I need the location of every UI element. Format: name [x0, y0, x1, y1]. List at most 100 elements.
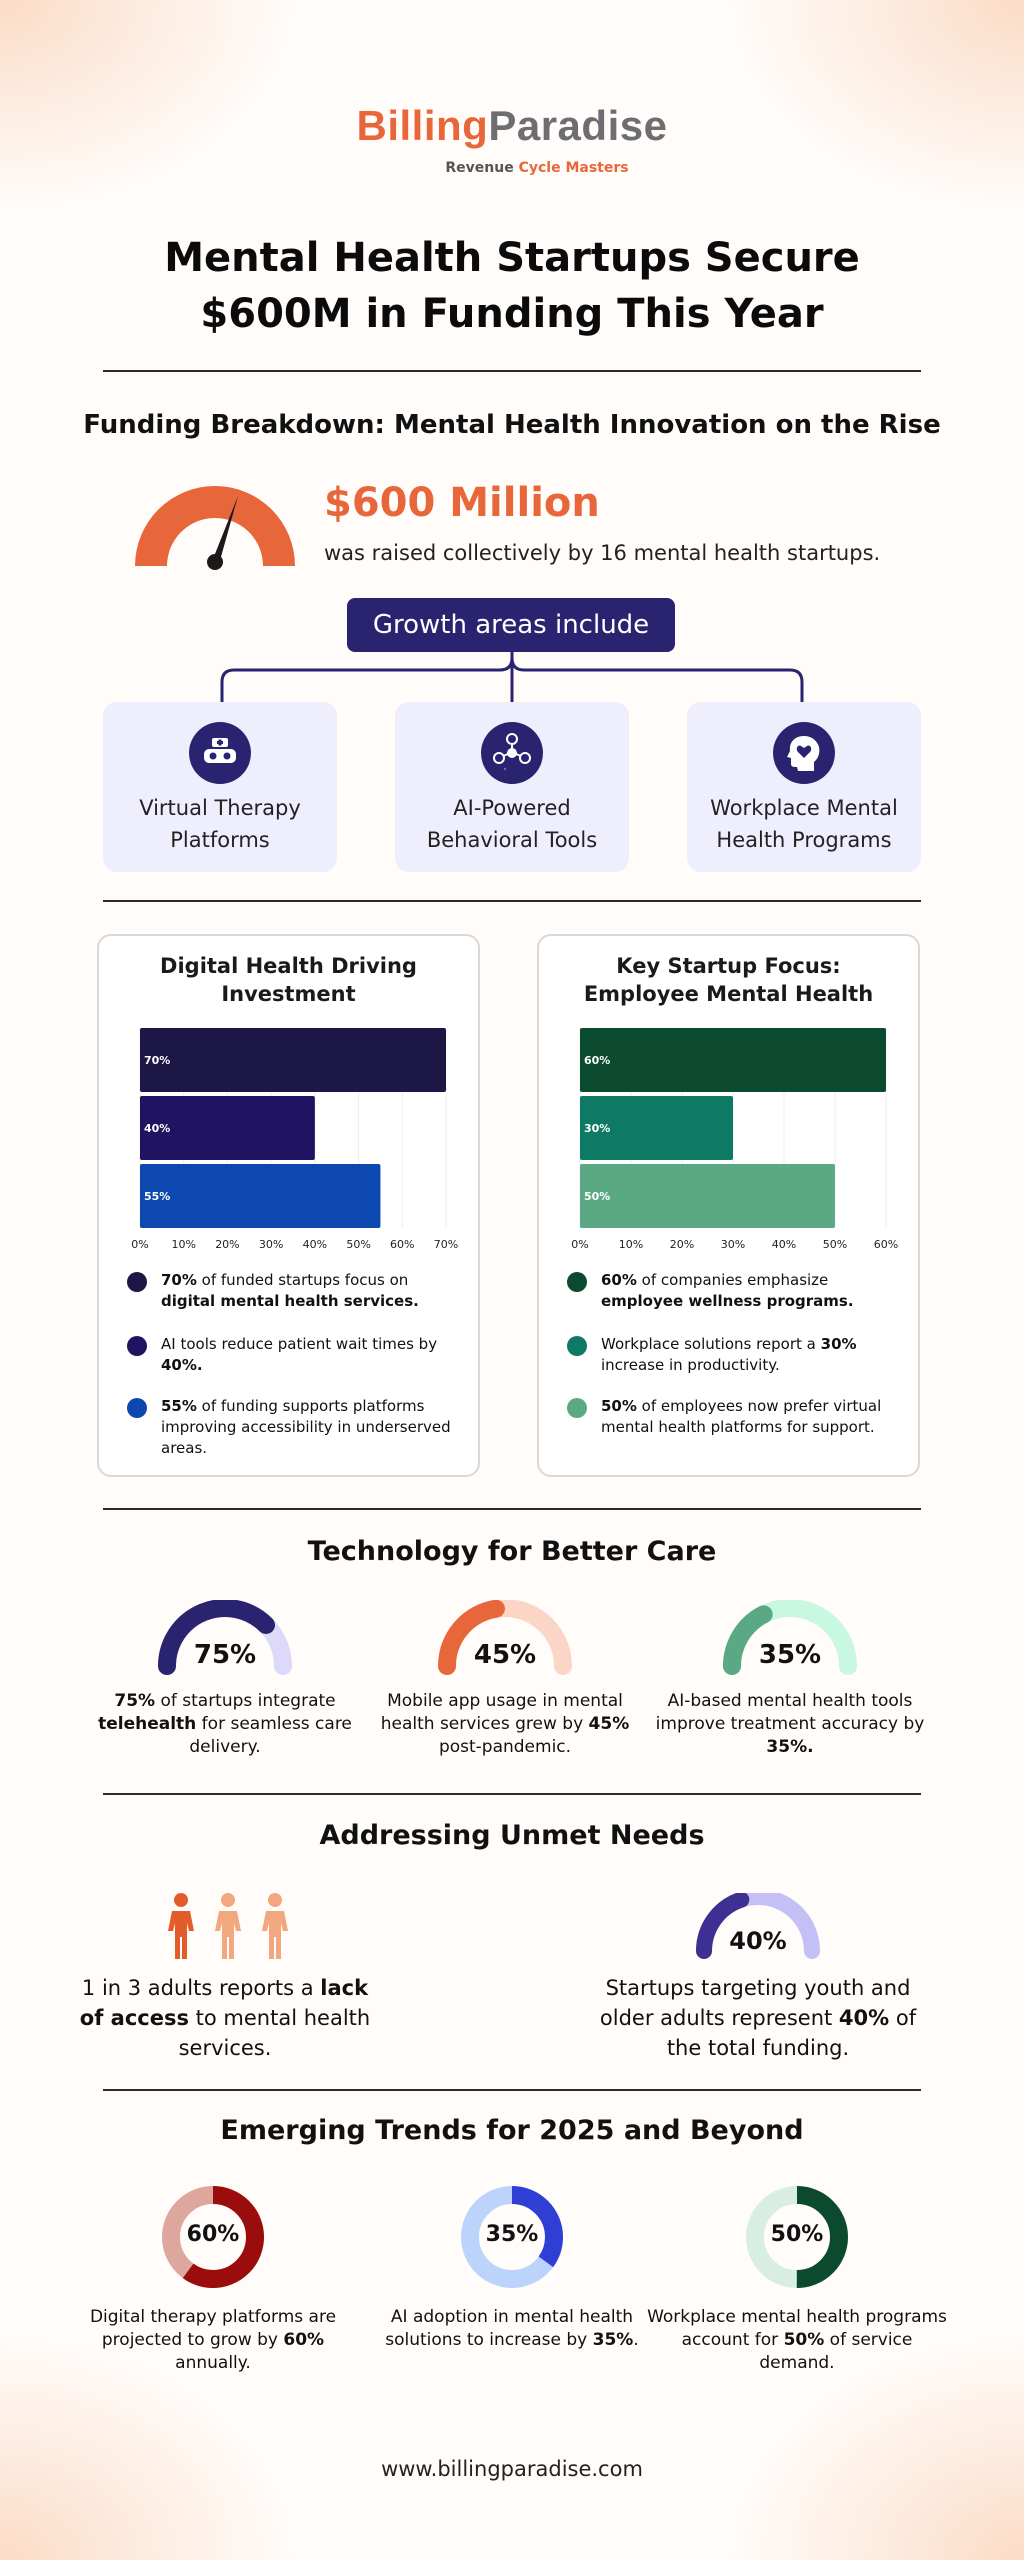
- x-tick-label: 30%: [259, 1238, 283, 1251]
- divider: [103, 2089, 921, 2091]
- gauge-fill: [158, 1599, 276, 1675]
- tech-heading: Technology for Better Care: [307, 1536, 717, 1567]
- brand-tagline: Revenue Cycle Masters: [0, 160, 1024, 176]
- donut-segment: [461, 2186, 563, 2288]
- gauge-fill: [438, 1599, 505, 1675]
- x-tick-label: 40%: [772, 1238, 796, 1251]
- gauge-arc: [158, 1599, 292, 1675]
- legend-item: Workplace solutions report a 30% increas…: [567, 1334, 897, 1376]
- donut-segment: [746, 2186, 848, 2288]
- donut-value: 35%: [485, 2222, 539, 2247]
- area-label: AI-Powered Behavioral Tools: [426, 796, 598, 852]
- tech-description: AI-based mental health tools improve tre…: [655, 1691, 925, 1757]
- legend-item: 55% of funding supports platforms improv…: [127, 1396, 457, 1459]
- area-card-virtual-therapy: Virtual Therapy Platforms: [103, 702, 337, 872]
- people-icon: [168, 1893, 288, 1959]
- tech-description: 75% of startups integrate telehealth for…: [98, 1691, 352, 1757]
- person-icon: [174, 1893, 188, 1907]
- gauge-fill: [723, 1605, 773, 1675]
- donut-chart: [746, 2186, 848, 2288]
- x-tick-label: 0%: [131, 1238, 148, 1251]
- unmet-heading: Addressing Unmet Needs: [319, 1820, 705, 1851]
- person-icon: [268, 1893, 282, 1907]
- x-tick-label: 40%: [303, 1238, 327, 1251]
- website-link[interactable]: www.billingparadise.com: [381, 2457, 643, 2481]
- head-heart-icon: [773, 722, 835, 784]
- donut-value: 50%: [770, 2222, 824, 2247]
- gauge-arc: [696, 1889, 820, 1959]
- bar-label: 60%: [584, 1054, 610, 1067]
- donut-segment: [162, 2186, 264, 2288]
- title-line-2: $600M in Funding This Year: [200, 291, 824, 337]
- x-tick-label: 60%: [390, 1238, 414, 1251]
- x-tick-label: 50%: [823, 1238, 847, 1251]
- gauge-arc: [723, 1599, 857, 1675]
- x-tick-label: 0%: [571, 1238, 588, 1251]
- chart-card-employee-health: Key Startup Focus: Employee Mental Healt…: [537, 934, 920, 1477]
- divider: [103, 900, 921, 902]
- bar: [580, 1164, 835, 1228]
- smiley-network-icon: [481, 722, 543, 784]
- unmet-gauge: 40%: [683, 1889, 833, 1963]
- growth-areas-label: Growth areas include: [347, 598, 675, 652]
- x-tick-label: 10%: [619, 1238, 643, 1251]
- bar-chart: 0% 10% 20% 30% 40% 50% 60% 60% 30% 50%: [571, 1028, 898, 1251]
- trends-heading: Emerging Trends for 2025 and Beyond: [220, 2115, 804, 2146]
- funding-heading: Funding Breakdown: Mental Health Innovat…: [83, 410, 941, 440]
- legend-text: AI tools reduce patient wait times by 40…: [161, 1335, 438, 1374]
- x-tick-label: 10%: [171, 1238, 195, 1251]
- trend-description: Workplace mental health programs account…: [647, 2307, 947, 2373]
- chart-card-digital-health: Digital Health Driving Investment 0% 10% 2…: [97, 934, 480, 1477]
- unmet-right-text: Startups targeting youth and older adult…: [599, 1976, 917, 2060]
- area-card-workplace: Workplace Mental Health Programs: [687, 702, 921, 872]
- area-card-ai-tools: AI-Powered Behavioral Tools: [395, 702, 629, 872]
- bar-label: 40%: [144, 1122, 170, 1135]
- legend-dot: [127, 1398, 147, 1418]
- x-tick-label: 20%: [670, 1238, 694, 1251]
- tech-description: Mobile app usage in mental health servic…: [380, 1691, 630, 1757]
- vr-headset-icon: [189, 722, 251, 784]
- gauge-value: 35%: [758, 1640, 822, 1670]
- gauge-value: 45%: [473, 1640, 537, 1670]
- area-label: Workplace Mental Health Programs: [710, 796, 898, 852]
- bar-label: 50%: [584, 1190, 610, 1203]
- bar: [580, 1096, 733, 1160]
- chart-title: Digital Health Driving Investment: [160, 954, 417, 1006]
- unmet-left-text: 1 in 3 adults reports a lack of access t…: [79, 1976, 371, 2060]
- bar: [140, 1096, 315, 1160]
- donut-value: 60%: [186, 2222, 240, 2247]
- donut-chart: [461, 2186, 563, 2288]
- legend-text: Workplace solutions report a 30% increas…: [601, 1335, 857, 1374]
- gauge-value: 40%: [729, 1927, 787, 1955]
- legend-dot: [567, 1398, 587, 1418]
- title-line-1: Mental Health Startups Secure: [164, 235, 860, 281]
- gauge-fill: [696, 1891, 750, 1959]
- x-tick-label: 70%: [434, 1238, 458, 1251]
- trend-item: 60% Digital therapy platforms are projec…: [63, 2182, 363, 2375]
- bar-label: 30%: [584, 1122, 610, 1135]
- legend-item: 50% of employees now prefer virtual ment…: [567, 1396, 897, 1438]
- trend-item: 35% AI adoption in mental health solutio…: [362, 2182, 662, 2352]
- legend-text: 50% of employees now prefer virtual ment…: [601, 1397, 882, 1436]
- legend-text: 55% of funding supports platforms improv…: [161, 1397, 451, 1457]
- tech-item: 35% AI-based mental health tools improve…: [645, 1599, 935, 1759]
- logo-part-a: Billing: [356, 102, 489, 149]
- brand-logo: BillingParadise: [0, 102, 1024, 150]
- person-icon: [262, 1911, 288, 1959]
- funding-amount: $600 Million: [324, 480, 600, 526]
- tech-item: 75% 75% of startups integrate telehealth…: [80, 1599, 370, 1759]
- trend-item: 50% Workplace mental health programs acc…: [647, 2182, 947, 2375]
- chart-title: Key Startup Focus: Employee Mental Healt…: [583, 954, 874, 1006]
- page-title: Mental Health Startups Secure $600M in F…: [0, 230, 1024, 342]
- bar: [140, 1164, 381, 1228]
- bar-chart: 0% 10% 20% 30% 40% 50% 60% 70% 70% 40% 55%: [131, 1028, 458, 1251]
- gauge-value: 75%: [193, 1640, 257, 1670]
- donut-chart: [162, 2186, 264, 2288]
- funding-description: was raised collectively by 16 mental hea…: [324, 541, 881, 565]
- person-icon: [215, 1911, 241, 1959]
- connector-lines: [220, 652, 804, 706]
- x-tick-label: 20%: [215, 1238, 239, 1251]
- legend-dot: [567, 1336, 587, 1356]
- x-tick-label: 60%: [874, 1238, 898, 1251]
- divider: [103, 370, 921, 372]
